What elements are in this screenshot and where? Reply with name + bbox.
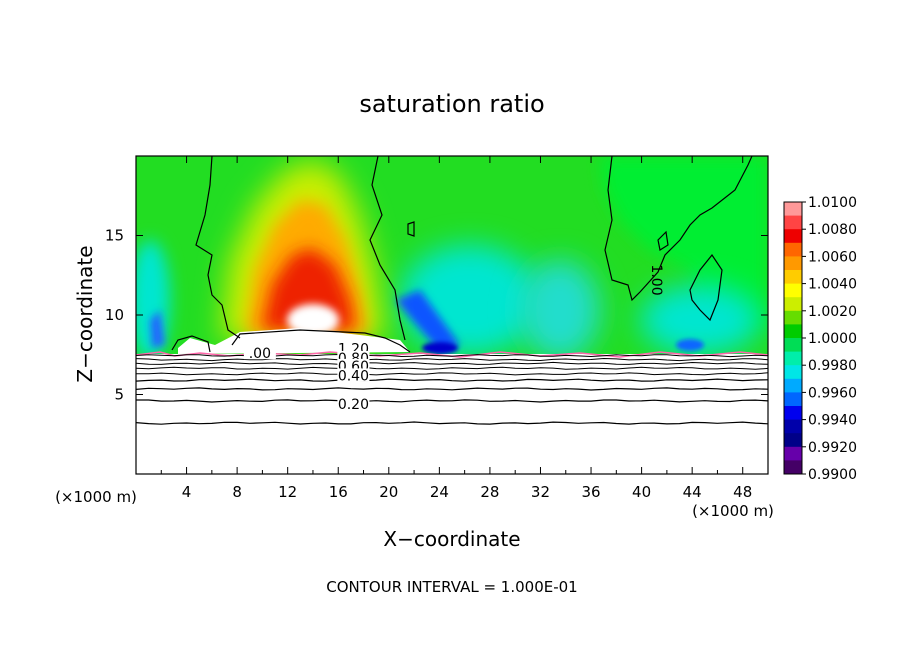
x-tick-label: 20 [379, 483, 398, 501]
x-tick-label: 36 [581, 483, 600, 501]
colorbar-swatch [784, 447, 802, 461]
contour-interval-note: CONTOUR INTERVAL = 1.000E-01 [326, 578, 577, 596]
colorbar-swatch [784, 284, 802, 298]
colorbar-label: 0.9980 [808, 358, 857, 374]
colorbar-swatch [784, 420, 802, 434]
contour-label: .00 [249, 346, 271, 362]
colorbar-label: 1.0100 [808, 195, 857, 211]
colorbar-swatch [784, 229, 802, 243]
contour-label: 1.00 [648, 264, 664, 295]
colorbar-swatch [784, 256, 802, 270]
x-tick-label: 48 [733, 483, 752, 501]
colorbar-swatch [784, 379, 802, 393]
y-axis-label: Z−coordinate [73, 245, 97, 382]
colorbar-swatch [784, 297, 802, 311]
colorbar-label: 0.9900 [808, 467, 857, 483]
colorbar-swatch [784, 352, 802, 366]
x-axis-unit-left: (×1000 m) [55, 488, 137, 506]
field-region-blue-spot [422, 342, 458, 354]
colorbar: 1.0100 1.0080 1.0060 1.0040 1.0020 1.0000 0.99… [784, 195, 857, 483]
plot-field [130, 156, 768, 474]
colorbar-swatch [784, 365, 802, 379]
chart-title: saturation ratio [359, 90, 544, 118]
colorbar-label: 0.9940 [808, 413, 857, 429]
contour-label: 0.40 [338, 368, 369, 384]
colorbar-swatch [784, 338, 802, 352]
colorbar-swatch [784, 433, 802, 447]
x-tick-label: 4 [182, 483, 192, 501]
x-tick-label: 44 [683, 483, 702, 501]
colorbar-label: 0.9920 [808, 440, 857, 456]
colorbar-label: 1.0060 [808, 249, 857, 265]
x-tick-label: 24 [430, 483, 449, 501]
x-tick-label: 28 [480, 483, 499, 501]
field-region-cyan-mid [520, 260, 600, 360]
colorbar-swatch [784, 392, 802, 406]
contour-label: 0.20 [338, 397, 369, 413]
field-region-stable-layer [136, 354, 768, 474]
x-tick-label: 16 [329, 483, 348, 501]
colorbar-swatch [784, 460, 802, 474]
colorbar-swatch [784, 311, 802, 325]
field-region-blue-spot-2 [676, 339, 704, 351]
colorbar-label: 1.0080 [808, 222, 857, 238]
colorbar-swatch [784, 243, 802, 257]
colorbar-swatch [784, 270, 802, 284]
colorbar-swatch [784, 202, 802, 216]
x-tick-label: 32 [531, 483, 550, 501]
x-axis-unit-right: (×1000 m) [692, 502, 774, 520]
colorbar-swatch [784, 406, 802, 420]
x-tick-label: 40 [632, 483, 651, 501]
x-tick-label: 8 [232, 483, 242, 501]
x-tick-label: 12 [278, 483, 297, 501]
colorbar-swatch [784, 216, 802, 230]
colorbar-label: 0.9960 [808, 385, 857, 401]
colorbar-swatch [784, 324, 802, 338]
colorbar-label: 1.0020 [808, 304, 857, 320]
y-tick-label: 15 [105, 227, 124, 245]
y-tick-label: 10 [105, 306, 124, 324]
x-axis-label: X−coordinate [383, 527, 520, 551]
colorbar-label: 1.0000 [808, 331, 857, 347]
y-tick-label: 5 [114, 386, 124, 404]
colorbar-label: 1.0040 [808, 277, 857, 293]
